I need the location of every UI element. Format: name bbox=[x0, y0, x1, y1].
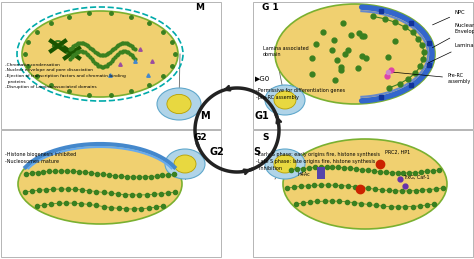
Text: TrxG, Caf-1: TrxG, Caf-1 bbox=[403, 175, 429, 180]
FancyBboxPatch shape bbox=[253, 2, 473, 129]
Text: NPC: NPC bbox=[433, 10, 465, 25]
Text: G2: G2 bbox=[193, 133, 207, 141]
Ellipse shape bbox=[174, 155, 196, 173]
Bar bbox=[317, 167, 325, 179]
Text: -Early S phase: early origins fire, histone synthesis
-Late S phase: late origin: -Early S phase: early origins fire, hist… bbox=[256, 152, 380, 171]
Text: M: M bbox=[195, 3, 204, 11]
Text: G1: G1 bbox=[255, 111, 269, 121]
Text: Lamina: Lamina bbox=[428, 43, 474, 63]
Text: Pre-RC
assembly: Pre-RC assembly bbox=[394, 72, 471, 84]
Text: G2: G2 bbox=[210, 147, 224, 157]
Text: -Chromatin condensation
-Nuclear envelope and pore dissociation
-Ejection of tra: -Chromatin condensation -Nuclear envelop… bbox=[5, 63, 126, 89]
Ellipse shape bbox=[265, 85, 305, 115]
Text: G 1: G 1 bbox=[262, 3, 279, 11]
FancyBboxPatch shape bbox=[1, 2, 221, 129]
Text: S: S bbox=[262, 133, 268, 141]
FancyBboxPatch shape bbox=[253, 130, 473, 257]
Text: -Histone biogenesis inhibited
-Nucleosomes mature: -Histone biogenesis inhibited -Nucleosom… bbox=[5, 152, 76, 164]
Ellipse shape bbox=[275, 4, 435, 104]
Ellipse shape bbox=[283, 139, 447, 229]
Ellipse shape bbox=[265, 149, 305, 179]
Ellipse shape bbox=[274, 91, 296, 109]
Text: Nuclear
Envelope: Nuclear Envelope bbox=[432, 23, 474, 48]
Text: M: M bbox=[200, 111, 210, 121]
Ellipse shape bbox=[167, 94, 191, 114]
FancyBboxPatch shape bbox=[1, 130, 221, 257]
Text: S: S bbox=[254, 147, 261, 157]
Ellipse shape bbox=[165, 149, 205, 179]
Ellipse shape bbox=[22, 11, 178, 97]
Text: ▶G0: ▶G0 bbox=[255, 75, 270, 81]
Ellipse shape bbox=[274, 155, 296, 173]
Text: -Permissive for differentiation genes
-pre-RC assembly: -Permissive for differentiation genes -p… bbox=[256, 88, 345, 100]
Ellipse shape bbox=[157, 88, 201, 120]
Text: Lamina associated
domain: Lamina associated domain bbox=[263, 46, 309, 57]
Text: H4Ac: H4Ac bbox=[297, 171, 310, 176]
Text: PRC2, HP1: PRC2, HP1 bbox=[385, 150, 410, 155]
Ellipse shape bbox=[18, 144, 182, 224]
